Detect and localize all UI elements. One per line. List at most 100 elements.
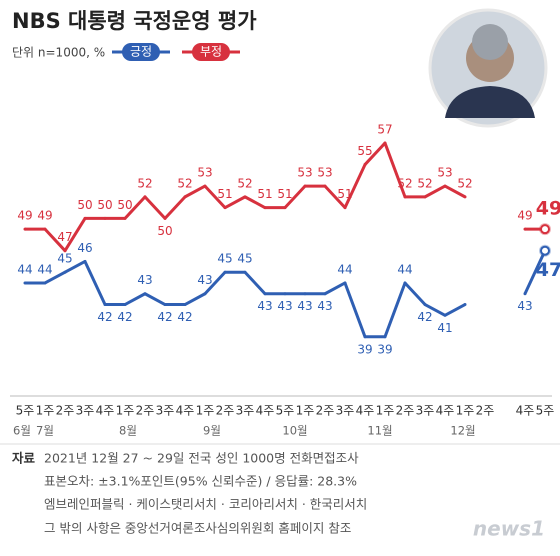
value-label: 51 [337,187,352,201]
point [123,216,127,220]
point [363,163,367,167]
point [403,195,407,199]
x-tick-label: 2주 [136,404,155,418]
point [540,224,550,235]
point [523,292,527,296]
x-tick-label: 2주 [316,404,335,418]
value-label: 51 [277,187,292,201]
x-tick-label: 2주 [56,404,75,418]
x-tick-label: 5주 [276,404,295,418]
point [103,303,107,307]
point [363,335,367,339]
point [163,216,167,220]
value-label: 43 [257,299,272,313]
source-label: 자료 [12,451,36,466]
point [243,270,247,274]
value-label: 52 [137,176,152,190]
value-label: 42 [117,310,132,324]
x-tick-label: 1주 [196,404,215,418]
point [463,195,467,199]
x-tick-label: 4주 [516,404,535,418]
month-label: 10월 [282,424,307,438]
value-label: 52 [237,176,252,190]
value-label: 52 [177,176,192,190]
point [283,206,287,210]
value-label: 42 [177,310,192,324]
value-label: 39 [357,342,372,356]
point [343,206,347,210]
month-label: 12월 [450,424,475,438]
point [423,195,427,199]
point [423,303,427,307]
point [23,227,27,231]
x-tick-label: 2주 [216,404,235,418]
logo: news1 [473,517,545,541]
subtitle: 단위 n=1000, % [12,46,105,60]
point [523,227,527,231]
x-tick-label: 1주 [36,404,55,418]
point [443,313,447,317]
point [143,292,147,296]
x-tick-label: 3주 [156,404,175,418]
point [283,292,287,296]
point [83,216,87,220]
point [203,292,207,296]
point [63,270,67,274]
value-label: 53 [437,166,452,180]
legend-pill [192,43,230,61]
month-label: 8월 [119,424,137,438]
value-label: 44 [17,262,32,276]
point [263,292,267,296]
legend-label: 부정 [200,45,222,59]
point [403,281,407,285]
value-label: 47 [57,230,72,244]
x-tick-label: 4주 [436,404,455,418]
value-label: 51 [257,187,272,201]
x-tick-label: 4주 [256,404,275,418]
value-label: 43 [517,299,532,313]
x-tick-label: 2주 [476,404,495,418]
point [243,195,247,199]
value-label: 50 [97,198,112,212]
point [163,303,167,307]
x-tick-label: 5주 [536,404,555,418]
value-label: 46 [77,241,92,255]
point [443,184,447,188]
value-label: 49 [17,209,32,223]
point [223,206,227,210]
value-label: 51 [217,187,232,201]
x-tick-label: 3주 [336,404,355,418]
value-label: 50 [77,198,92,212]
x-tick-label: 1주 [456,404,475,418]
x-tick-label: 1주 [296,404,315,418]
point [183,303,187,307]
legend-label: 긍정 [130,45,152,59]
value-label: 45 [237,252,252,266]
x-tick-label: 5주 [16,404,35,418]
photo [428,8,548,128]
legend-pill [122,43,160,61]
x-tick-label: 1주 [116,404,135,418]
value-label: 43 [197,273,212,287]
month-label: 11월 [367,424,392,438]
x-tick-label: 4주 [176,404,195,418]
value-label: 44 [337,262,352,276]
value-label: 44 [397,262,412,276]
value-label: 50 [157,224,172,238]
value-label: 43 [277,299,292,313]
point [123,303,127,307]
value-label: 49 [517,209,532,223]
value-label: 52 [457,176,472,190]
photo-hair [472,24,508,60]
x-tick-label: 3주 [236,404,255,418]
point [323,184,327,188]
point [540,245,550,256]
point [43,281,47,285]
month-label: 7월 [36,424,54,438]
x-tick-label: 3주 [76,404,95,418]
x-tick-label: 4주 [356,404,375,418]
value-label: 43 [297,299,312,313]
x-tick-label: 1주 [376,404,395,418]
value-label: 50 [117,198,132,212]
